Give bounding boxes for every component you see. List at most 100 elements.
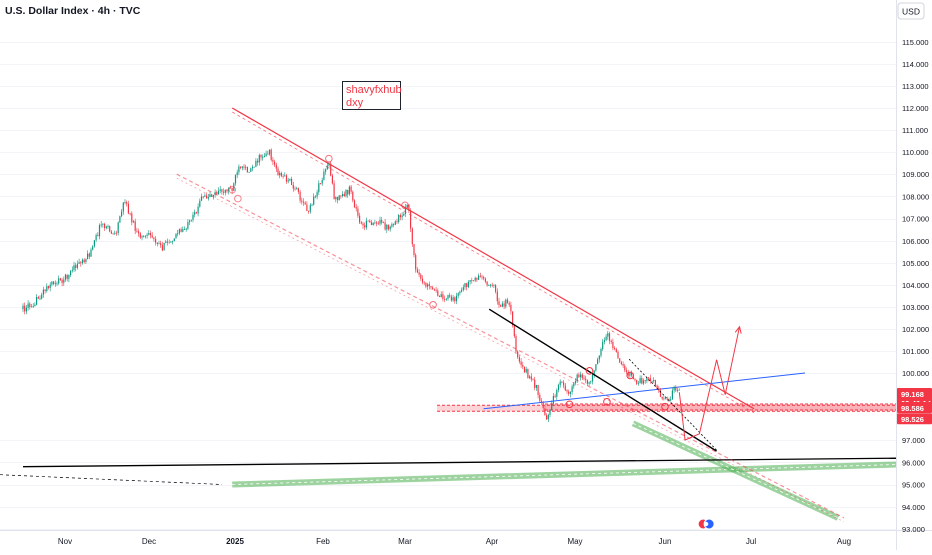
candle-body: [393, 224, 395, 225]
candle-body: [348, 186, 350, 195]
candle-body: [597, 359, 599, 365]
candle-body: [331, 175, 333, 184]
candle-body: [525, 368, 527, 373]
resistance-zone-lower[interactable]: [437, 405, 896, 412]
candle-body: [209, 194, 211, 198]
candle-body: [379, 220, 381, 224]
candle-body: [472, 280, 475, 282]
candle-body: [100, 224, 102, 226]
candle-body: [411, 228, 413, 245]
candle-body: [488, 284, 490, 286]
candle-body: [76, 263, 78, 268]
price-tick-label: 112.000: [902, 104, 929, 113]
channel-upper-line[interactable]: [231, 107, 755, 410]
resistance-zone-upper[interactable]: [545, 404, 896, 410]
candle-body: [654, 379, 656, 386]
annotation-layer[interactable]: [0, 107, 932, 523]
candle-body: [185, 228, 187, 230]
candle-body: [359, 215, 361, 223]
time-axis[interactable]: Nov Dec 2025 Feb Mar Apr May Jun Jul Aug: [58, 537, 851, 546]
long-black-support[interactable]: [22, 457, 932, 468]
candle-body: [649, 378, 651, 382]
candle-body: [437, 290, 439, 296]
touch-point-marker[interactable]: [626, 371, 634, 380]
candle-body: [25, 307, 27, 312]
green-channel-extension-center[interactable]: [632, 422, 839, 519]
candle-body: [136, 230, 138, 232]
candle-body: [549, 409, 551, 415]
candle-body: [410, 210, 412, 229]
candle-body: [495, 285, 497, 292]
candle-body: [260, 154, 262, 158]
candle-body: [517, 351, 519, 358]
candle-body: [435, 290, 437, 291]
candle-body: [95, 235, 97, 241]
black-trendline[interactable]: [488, 308, 717, 452]
green-support-band[interactable]: [232, 461, 932, 488]
time-tick-label: Jun: [659, 537, 672, 546]
projection-layer[interactable]: [228, 154, 742, 530]
text-note[interactable]: shavyfxhub dxy: [342, 81, 402, 110]
currency-button[interactable]: USD: [897, 2, 925, 20]
candle-body: [608, 333, 611, 341]
price-tick-label: 111.000: [902, 126, 928, 135]
candle-body: [427, 284, 429, 287]
channel-lower-line[interactable]: [176, 173, 845, 519]
price-tick-label: 95.000: [902, 481, 925, 490]
candle-body: [552, 395, 554, 404]
touch-point-marker[interactable]: [429, 301, 437, 309]
candle-body: [267, 153, 269, 155]
candle-body: [438, 295, 441, 297]
candle-body: [214, 192, 216, 195]
candle-body: [362, 223, 364, 226]
candle-body: [642, 380, 645, 384]
projected-path[interactable]: [678, 326, 740, 441]
touch-point-marker[interactable]: [661, 402, 669, 411]
candle-body: [646, 377, 648, 381]
candle-body: [58, 278, 60, 284]
candle-body: [248, 171, 250, 173]
touch-point-marker[interactable]: [585, 367, 594, 375]
candle-body: [34, 304, 36, 307]
candle-body: [277, 168, 279, 176]
blue-trendline[interactable]: [483, 372, 806, 410]
candle-body: [182, 229, 184, 232]
touch-point-marker[interactable]: [228, 185, 237, 194]
candle-body: [279, 172, 281, 176]
candle-body: [496, 291, 498, 302]
candle-body: [270, 149, 272, 160]
candle-body: [512, 311, 514, 326]
candle-body: [318, 183, 320, 193]
candle-body: [311, 204, 313, 206]
touch-point-marker[interactable]: [234, 194, 242, 203]
touch-point-marker[interactable]: [603, 398, 611, 406]
candle-body: [189, 220, 191, 223]
black-support-dashed[interactable]: [0, 474, 223, 485]
candle-body: [665, 398, 667, 400]
price-axis[interactable]: 115.000 114.000 113.000 112.000 111.000 110.0…: [902, 38, 929, 534]
candle-body: [350, 186, 352, 192]
candle-body: [518, 357, 520, 362]
candle-body: [51, 281, 53, 285]
candle-body: [505, 299, 507, 307]
candle-body: [88, 253, 90, 257]
candle-body: [129, 213, 131, 215]
candle-body: [306, 204, 308, 212]
candle-body: [262, 157, 264, 158]
candle-body: [107, 226, 109, 227]
candle-body: [355, 207, 357, 209]
candle-body: [338, 195, 340, 201]
candle-body: [112, 233, 114, 235]
grid: [0, 42, 896, 530]
candle-body: [345, 189, 347, 197]
touch-point-marker[interactable]: [565, 400, 574, 409]
candle-body: [506, 299, 509, 303]
candle-body: [323, 171, 325, 180]
touch-point-marker[interactable]: [401, 201, 409, 210]
candle-body: [263, 155, 265, 158]
touch-point-marker[interactable]: [325, 154, 333, 163]
candle-body: [445, 298, 447, 300]
